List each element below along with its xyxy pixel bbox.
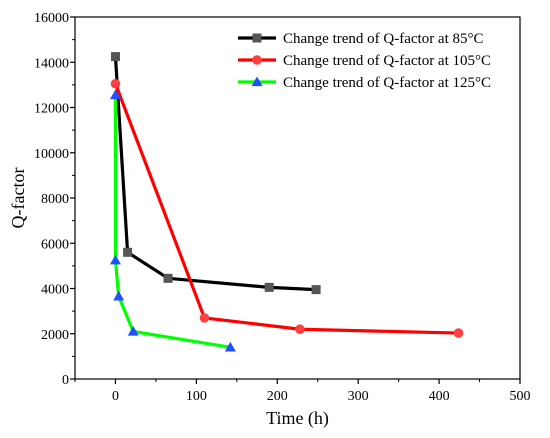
y-axis-title: Q-factor	[8, 168, 28, 229]
legend-label: Change trend of Q-factor at 105°C	[283, 53, 491, 69]
legend-marker	[252, 33, 262, 43]
y-tick-label: 12000	[34, 102, 69, 117]
x-axis-title: Time (h)	[266, 408, 329, 429]
y-tick-label: 10000	[34, 147, 69, 162]
data-point	[264, 282, 274, 292]
x-tick-label: 0	[112, 389, 119, 404]
x-tick-label: 200	[267, 389, 288, 404]
y-tick-label: 14000	[34, 56, 69, 71]
series-line	[113, 56, 317, 292]
series-line	[113, 83, 459, 335]
series-1	[110, 52, 321, 295]
data-point	[224, 341, 236, 352]
plot-frame	[74, 16, 521, 380]
data-point	[110, 78, 121, 89]
data-point	[127, 325, 139, 336]
data-point	[113, 290, 125, 301]
legend-label: Change trend of Q-factor at 125°C	[283, 75, 491, 91]
series-3	[109, 89, 236, 352]
data-point	[163, 273, 173, 283]
data-point	[123, 247, 133, 257]
legend-item-1: Change trend of Q-factor at 85°C	[238, 31, 484, 47]
legend-marker	[252, 55, 262, 65]
axes: 0 100 200 300 400 500 0 2000 4000 6000 8000 10000 12…	[34, 11, 531, 404]
series-2	[110, 78, 464, 338]
y-tick-label: 0	[62, 373, 69, 388]
x-tick-label: 300	[348, 389, 369, 404]
legend-item-2: Change trend of Q-factor at 105°C	[238, 53, 491, 69]
legend-marker	[251, 76, 263, 87]
legend-label: Change trend of Q-factor at 85°C	[283, 31, 484, 47]
data-point	[453, 328, 464, 338]
data-point	[110, 52, 120, 62]
data-point	[311, 285, 321, 295]
data-point	[109, 254, 121, 265]
legend: Change trend of Q-factor at 85°C Change t…	[238, 31, 491, 91]
y-tick-label: 4000	[41, 283, 69, 298]
y-tick-label: 8000	[41, 192, 69, 207]
x-tick-label: 500	[510, 389, 531, 404]
y-tick-label: 16000	[34, 11, 69, 26]
data-point	[295, 324, 305, 335]
data-point	[109, 89, 121, 100]
legend-item-3: Change trend of Q-factor at 125°C	[238, 75, 491, 91]
series-layer	[109, 52, 464, 352]
y-tick-label: 2000	[41, 328, 69, 343]
data-point	[199, 313, 210, 323]
x-tick-label: 100	[186, 389, 207, 404]
y-tick-label: 6000	[41, 237, 69, 252]
x-tick-label: 400	[429, 389, 450, 404]
